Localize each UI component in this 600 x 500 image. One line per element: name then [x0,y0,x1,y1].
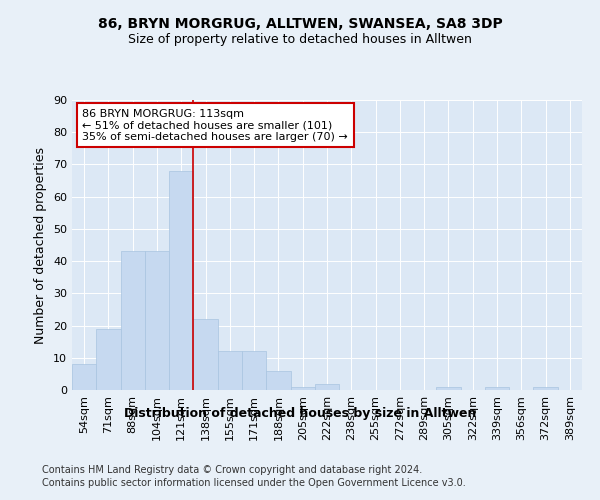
Text: Contains HM Land Registry data © Crown copyright and database right 2024.: Contains HM Land Registry data © Crown c… [42,465,422,475]
Bar [218,352,242,390]
Text: Size of property relative to detached houses in Alltwen: Size of property relative to detached ho… [128,32,472,46]
Bar [290,387,315,390]
Y-axis label: Number of detached properties: Number of detached properties [34,146,47,344]
Bar [533,387,558,390]
Bar [72,364,96,390]
Text: Contains public sector information licensed under the Open Government Licence v3: Contains public sector information licen… [42,478,466,488]
Bar [266,370,290,390]
Bar [193,319,218,390]
Bar [96,329,121,390]
Bar [242,352,266,390]
Bar [485,387,509,390]
Text: 86 BRYN MORGRUG: 113sqm
← 51% of detached houses are smaller (101)
35% of semi-d: 86 BRYN MORGRUG: 113sqm ← 51% of detache… [82,108,348,142]
Text: Distribution of detached houses by size in Alltwen: Distribution of detached houses by size … [124,408,476,420]
Bar [315,384,339,390]
Text: 86, BRYN MORGRUG, ALLTWEN, SWANSEA, SA8 3DP: 86, BRYN MORGRUG, ALLTWEN, SWANSEA, SA8 … [98,18,502,32]
Bar [436,387,461,390]
Bar [121,252,145,390]
Bar [169,171,193,390]
Bar [145,252,169,390]
